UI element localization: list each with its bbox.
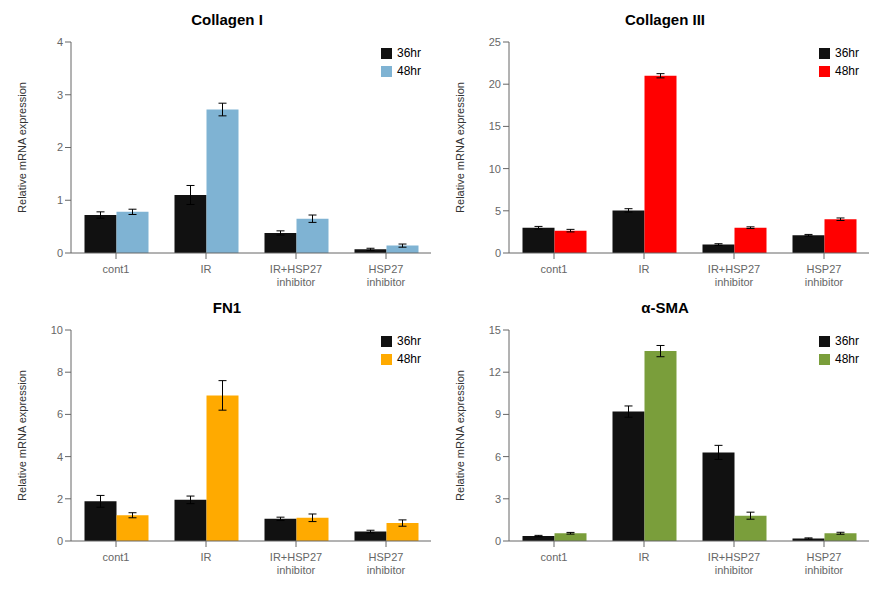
svg-text:cont1: cont1 [541, 551, 568, 563]
svg-text:IR: IR [201, 263, 212, 275]
svg-text:IR: IR [639, 551, 650, 563]
svg-text:HSP27inhibitor: HSP27inhibitor [367, 551, 406, 576]
svg-text:Relative mRNA expression: Relative mRNA expression [16, 82, 28, 213]
svg-text:cont1: cont1 [103, 551, 130, 563]
svg-text:HSP27inhibitor: HSP27inhibitor [805, 551, 844, 576]
svg-text:15: 15 [489, 324, 501, 336]
html-text:Collagen III: Collagen III [625, 11, 705, 28]
svg-text:cont1: cont1 [541, 263, 568, 275]
svg-text:6: 6 [495, 451, 501, 463]
html-text:36hr: 36hr [835, 334, 859, 348]
html-text:36hr: 36hr [835, 46, 859, 60]
html-text:48hr: 48hr [835, 64, 859, 78]
html-text:Collagen I: Collagen I [191, 11, 263, 28]
html-text:36hr: 36hr [397, 46, 421, 60]
svg-text:3: 3 [495, 493, 501, 505]
svg-text:HSP27inhibitor: HSP27inhibitor [805, 263, 844, 288]
svg-text:cont1: cont1 [103, 263, 130, 275]
svg-text:4: 4 [57, 451, 63, 463]
svg-text:0: 0 [57, 535, 63, 547]
svg-text:3: 3 [57, 89, 63, 101]
svg-text:IR+HSP27inhibitor: IR+HSP27inhibitor [270, 551, 322, 576]
html-text:48hr: 48hr [397, 352, 421, 366]
svg-text:12: 12 [489, 366, 501, 378]
html-text:FN1: FN1 [212, 299, 242, 316]
svg-text:Relative mRNA expression: Relative mRNA expression [16, 370, 28, 501]
svg-text:1: 1 [57, 194, 63, 206]
html-text:36hr: 36hr [397, 334, 421, 348]
svg-text:2: 2 [57, 141, 63, 153]
svg-text:IR+HSP27inhibitor: IR+HSP27inhibitor [270, 263, 322, 288]
svg-text:6: 6 [57, 408, 63, 420]
svg-text:IR: IR [201, 551, 212, 563]
svg-text:9: 9 [495, 408, 501, 420]
svg-text:5: 5 [495, 205, 501, 217]
svg-text:8: 8 [57, 366, 63, 378]
svg-text:0: 0 [57, 247, 63, 259]
svg-text:2: 2 [57, 493, 63, 505]
svg-text:20: 20 [489, 78, 501, 90]
svg-text:15: 15 [489, 120, 501, 132]
svg-text:25: 25 [489, 36, 501, 48]
svg-text:Relative mRNA expression: Relative mRNA expression [454, 370, 466, 501]
html-text:48hr: 48hr [397, 64, 421, 78]
svg-text:4: 4 [57, 36, 63, 48]
svg-text:0: 0 [495, 247, 501, 259]
svg-text:HSP27inhibitor: HSP27inhibitor [367, 263, 406, 288]
svg-text:10: 10 [489, 163, 501, 175]
svg-text:IR: IR [639, 263, 650, 275]
html-text:α-SMA: α-SMA [641, 299, 689, 316]
svg-text:0: 0 [495, 535, 501, 547]
svg-text:10: 10 [51, 324, 63, 336]
html-text:48hr: 48hr [835, 352, 859, 366]
svg-text:IR+HSP27inhibitor: IR+HSP27inhibitor [708, 551, 760, 576]
svg-text:IR+HSP27inhibitor: IR+HSP27inhibitor [708, 263, 760, 288]
svg-text:Relative mRNA expression: Relative mRNA expression [454, 82, 466, 213]
